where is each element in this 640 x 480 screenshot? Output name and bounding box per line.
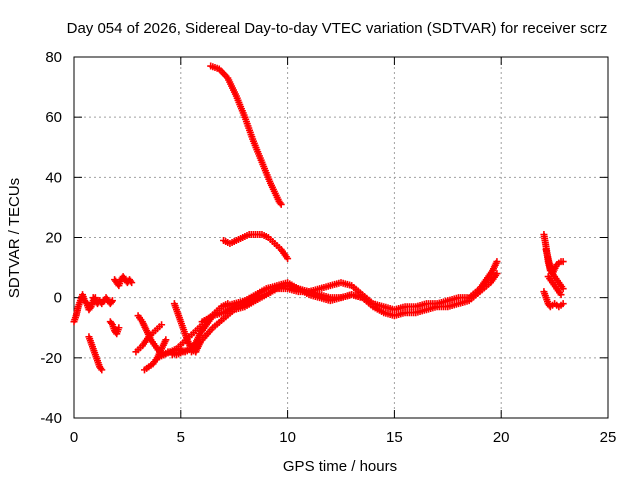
data-points (70, 62, 567, 374)
series-arc-late-b (542, 246, 567, 278)
data-point (559, 258, 567, 266)
y-tick-label: 20 (45, 230, 62, 247)
data-point (127, 277, 135, 285)
x-tick-labels: 0 5 10 15 20 25 (70, 429, 617, 446)
x-tick-label: 10 (279, 429, 296, 446)
data-point (82, 298, 90, 306)
axis-ticks (73, 56, 609, 419)
data-point (276, 199, 284, 207)
x-tick-label: 25 (600, 429, 617, 446)
y-tick-label: -20 (40, 350, 62, 367)
x-tick-label: 0 (70, 429, 78, 446)
series-arc-mid (220, 230, 292, 263)
series-band-main (198, 258, 501, 326)
series-arc-high (207, 62, 285, 208)
x-tick-label: 20 (493, 429, 510, 446)
x-tick-label: 15 (386, 429, 403, 446)
chart-title: Day 054 of 2026, Sidereal Day-to-day VTE… (67, 20, 608, 37)
y-tick-label: 60 (45, 109, 62, 126)
data-point (284, 255, 292, 263)
data-point (493, 270, 501, 278)
grid-lines (74, 57, 608, 418)
data-point (128, 279, 136, 287)
data-point (86, 304, 94, 312)
series-arc-late-d (544, 273, 565, 299)
data-point (162, 336, 170, 344)
series-arc-early-a (70, 291, 99, 326)
y-tick-label: 0 (54, 290, 62, 307)
data-point (277, 200, 285, 208)
series-arc-early-d (111, 273, 136, 290)
series-arc-late-c (540, 288, 567, 311)
data-point (98, 366, 106, 374)
data-point (107, 298, 115, 306)
data-point (358, 294, 366, 302)
y-axis-label: SDTVAR / TECUs (6, 178, 23, 298)
data-point (115, 324, 123, 332)
y-tick-label: -40 (40, 410, 62, 427)
data-point (107, 319, 115, 327)
data-point (559, 285, 567, 293)
y-tick-label: 40 (45, 169, 62, 186)
series-arc-3h-c (132, 321, 166, 356)
x-axis-label: GPS time / hours (283, 458, 397, 475)
data-point (97, 364, 105, 372)
y-tick-labels: -40 -20 0 20 40 60 80 (40, 49, 62, 427)
data-point (559, 300, 567, 308)
data-point (557, 291, 565, 299)
series-arc-early-b (85, 333, 106, 374)
series-arc-early-e (106, 318, 123, 338)
data-point (108, 297, 116, 305)
series-band-upper (220, 279, 366, 311)
x-tick-label: 5 (177, 429, 185, 446)
data-point (158, 321, 166, 329)
y-tick-label: 80 (45, 49, 62, 66)
series-arc-early-c (89, 294, 116, 308)
data-point (493, 258, 501, 266)
